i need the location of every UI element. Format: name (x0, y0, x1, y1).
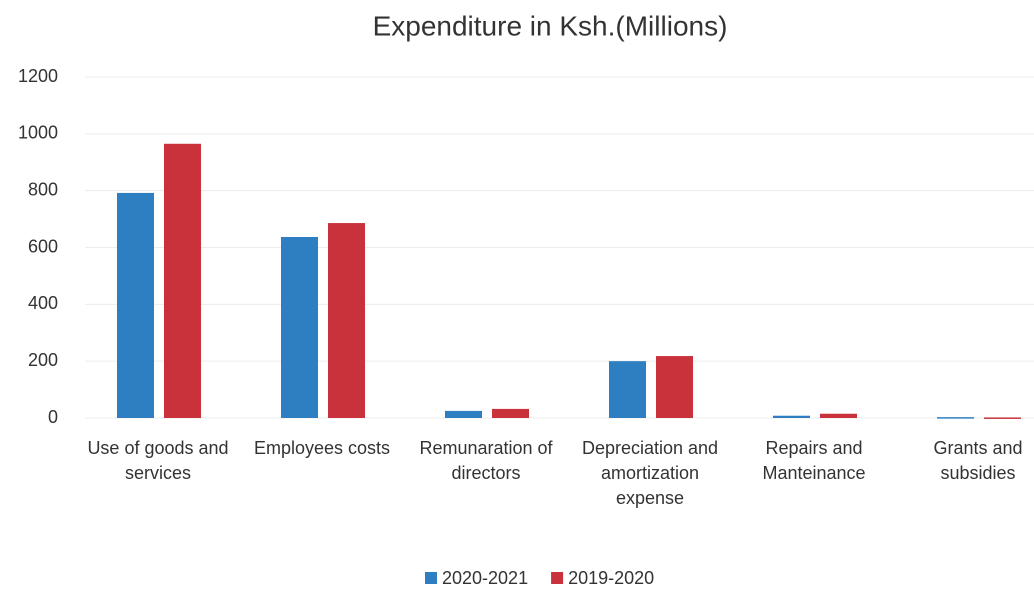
y-tick-label: 0 (48, 407, 58, 427)
x-tick-label: Remunaration of directors (419, 438, 553, 483)
legend-swatch (425, 572, 437, 584)
x-tick-label: Depreciation and amortization expense (581, 438, 719, 508)
y-tick-label: 200 (28, 350, 58, 370)
bar (820, 413, 857, 418)
x-tick-label: Repairs and Manteinance (762, 438, 866, 483)
bar (609, 361, 646, 418)
y-tick-label: 800 (28, 179, 58, 199)
x-tick-label: Employees costs (253, 438, 391, 458)
legend-label: 2019-2020 (568, 568, 654, 588)
bar (984, 417, 1021, 419)
y-tick-label: 400 (28, 293, 58, 313)
bar (937, 417, 974, 419)
chart-title: Expenditure in Ksh.(Millions) (373, 10, 728, 41)
bar (281, 236, 318, 418)
bar (117, 192, 154, 418)
bar (328, 223, 365, 418)
y-tick-label: 1200 (18, 66, 58, 86)
legend-label: 2020-2021 (442, 568, 528, 588)
y-tick-label: 600 (28, 236, 58, 256)
legend-swatch (551, 572, 564, 584)
bar (492, 408, 529, 418)
bar (445, 410, 482, 418)
bar (773, 415, 810, 418)
x-tick-label: Use of goods and services (87, 438, 229, 483)
x-tick-label: Grants and subsidies (933, 438, 1023, 483)
bar (656, 356, 693, 418)
y-tick-label: 1000 (18, 123, 58, 143)
bar (164, 143, 201, 418)
